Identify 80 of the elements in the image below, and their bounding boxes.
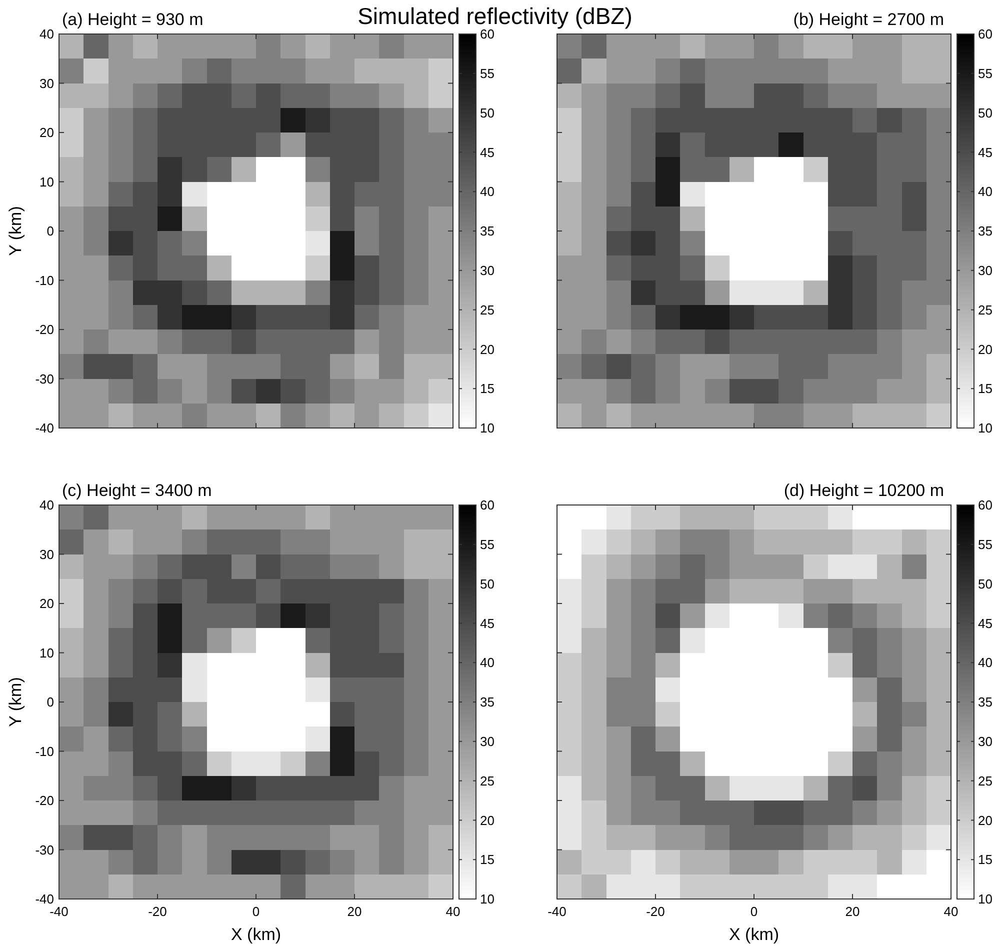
- x-tick-label: 0: [750, 904, 758, 919]
- chart-title: (b) Height = 2700 m: [793, 10, 944, 29]
- color-bar-label: 60: [978, 498, 992, 513]
- y-axis-title: Y (km): [6, 206, 25, 256]
- x-tick-label: -20: [148, 904, 167, 919]
- color-bar-label: 45: [480, 144, 494, 160]
- y-tick-label: 20: [40, 596, 54, 612]
- chart-title: (a) Height = 930 m: [62, 10, 204, 29]
- y-axis-title: Y (km): [6, 677, 25, 727]
- color-bar-label: 40: [978, 655, 992, 670]
- chart-title: (d) Height = 10200 m: [784, 481, 944, 500]
- y-tick-label: 0: [46, 224, 54, 239]
- color-bar-label: 45: [978, 144, 992, 160]
- color-bar-label: 30: [480, 734, 494, 749]
- color-bar-label: 55: [978, 536, 992, 552]
- text: Simulated reflectivity (dBZ): [358, 3, 632, 29]
- y-tick-label: 20: [40, 125, 54, 140]
- y-tick-label: 10: [40, 174, 54, 190]
- x-tick-label: 20: [347, 904, 362, 919]
- color-bar-label: 35: [480, 224, 494, 239]
- color-bar-label: 10: [978, 420, 992, 436]
- color-bar-label: 30: [480, 262, 494, 278]
- color-bar-label: 25: [480, 302, 494, 318]
- color-bar-label: 50: [978, 105, 992, 120]
- x-axis-title: X (km): [728, 925, 780, 944]
- y-tick-label: -30: [35, 371, 54, 386]
- color-bar-label: 40: [480, 184, 494, 200]
- color-bar-label: 45: [480, 616, 494, 631]
- color-bar-label: 35: [978, 224, 992, 239]
- color-bar-label: 55: [978, 66, 992, 81]
- y-tick-label: -20: [35, 793, 54, 808]
- y-tick-label: 30: [40, 76, 54, 91]
- color-bar-label: 20: [480, 812, 494, 828]
- color-bar-label: 20: [978, 812, 992, 828]
- color-bar-label: 55: [480, 66, 494, 81]
- color-bar-label: 15: [978, 852, 992, 868]
- y-tick-label: 0: [46, 694, 54, 710]
- color-bar-label: 35: [480, 694, 494, 710]
- color-bar-label: 40: [480, 655, 494, 670]
- x-tick-label: 0: [252, 904, 260, 919]
- color-bar-label: 50: [480, 576, 494, 592]
- x-tick-label: 20: [845, 904, 860, 919]
- color-bar-label: 35: [978, 694, 992, 710]
- color-bar-label: 55: [480, 536, 494, 552]
- color-bar-label: 15: [480, 852, 494, 868]
- x-axis-title: X (km): [230, 925, 282, 944]
- color-bar-label: 25: [978, 773, 992, 788]
- color-bar-label: 25: [480, 773, 494, 788]
- color-bar-label: 50: [978, 576, 992, 592]
- color-bar-label: 60: [480, 498, 494, 513]
- color-bar-label: 10: [480, 420, 494, 436]
- color-bar-label: 60: [480, 26, 494, 42]
- color-bar-label: 40: [978, 184, 992, 200]
- x-tick-label: 40: [446, 904, 460, 919]
- color-bar-label: 25: [978, 302, 992, 318]
- y-tick-label: 10: [40, 645, 54, 660]
- x-tick-label: -40: [548, 904, 566, 919]
- y-tick-label: -40: [35, 892, 54, 907]
- y-tick-label: 30: [40, 546, 54, 562]
- y-tick-label: 40: [40, 498, 54, 513]
- color-bar-label: 10: [978, 892, 992, 907]
- color-bar-label: 10: [480, 892, 494, 907]
- y-tick-label: 40: [40, 26, 54, 42]
- color-bar-label: 20: [480, 342, 494, 357]
- y-tick-label: -20: [35, 322, 54, 338]
- chart-title: (c) Height = 3400 m: [62, 481, 212, 500]
- x-tick-label: -20: [646, 904, 665, 919]
- color-bar-label: 45: [978, 616, 992, 631]
- color-bar-label: 60: [978, 26, 992, 42]
- color-bar-label: 50: [480, 105, 494, 120]
- y-tick-label: -10: [35, 272, 54, 288]
- x-tick-label: 40: [944, 904, 958, 919]
- color-bar-label: 30: [978, 262, 992, 278]
- color-bar-label: 15: [978, 381, 992, 396]
- y-tick-label: -30: [35, 842, 54, 858]
- color-bar-label: 30: [978, 734, 992, 749]
- y-tick-label: -10: [35, 744, 54, 759]
- y-tick-label: -40: [35, 420, 54, 436]
- color-bar-label: 15: [480, 381, 494, 396]
- color-bar-label: 20: [978, 342, 992, 357]
